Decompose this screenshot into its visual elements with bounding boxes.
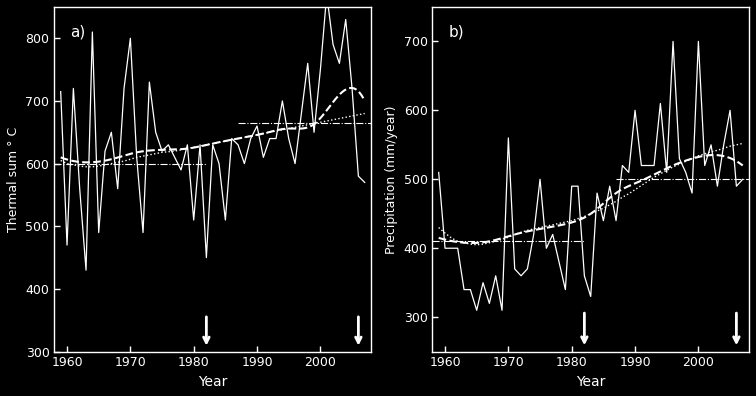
- Y-axis label: Thermal sum ° C: Thermal sum ° C: [7, 127, 20, 232]
- X-axis label: Year: Year: [198, 375, 228, 389]
- Text: b): b): [448, 24, 464, 39]
- Text: a): a): [70, 24, 85, 39]
- Y-axis label: Precipitation (mm/year): Precipitation (mm/year): [385, 105, 398, 253]
- X-axis label: Year: Year: [576, 375, 606, 389]
